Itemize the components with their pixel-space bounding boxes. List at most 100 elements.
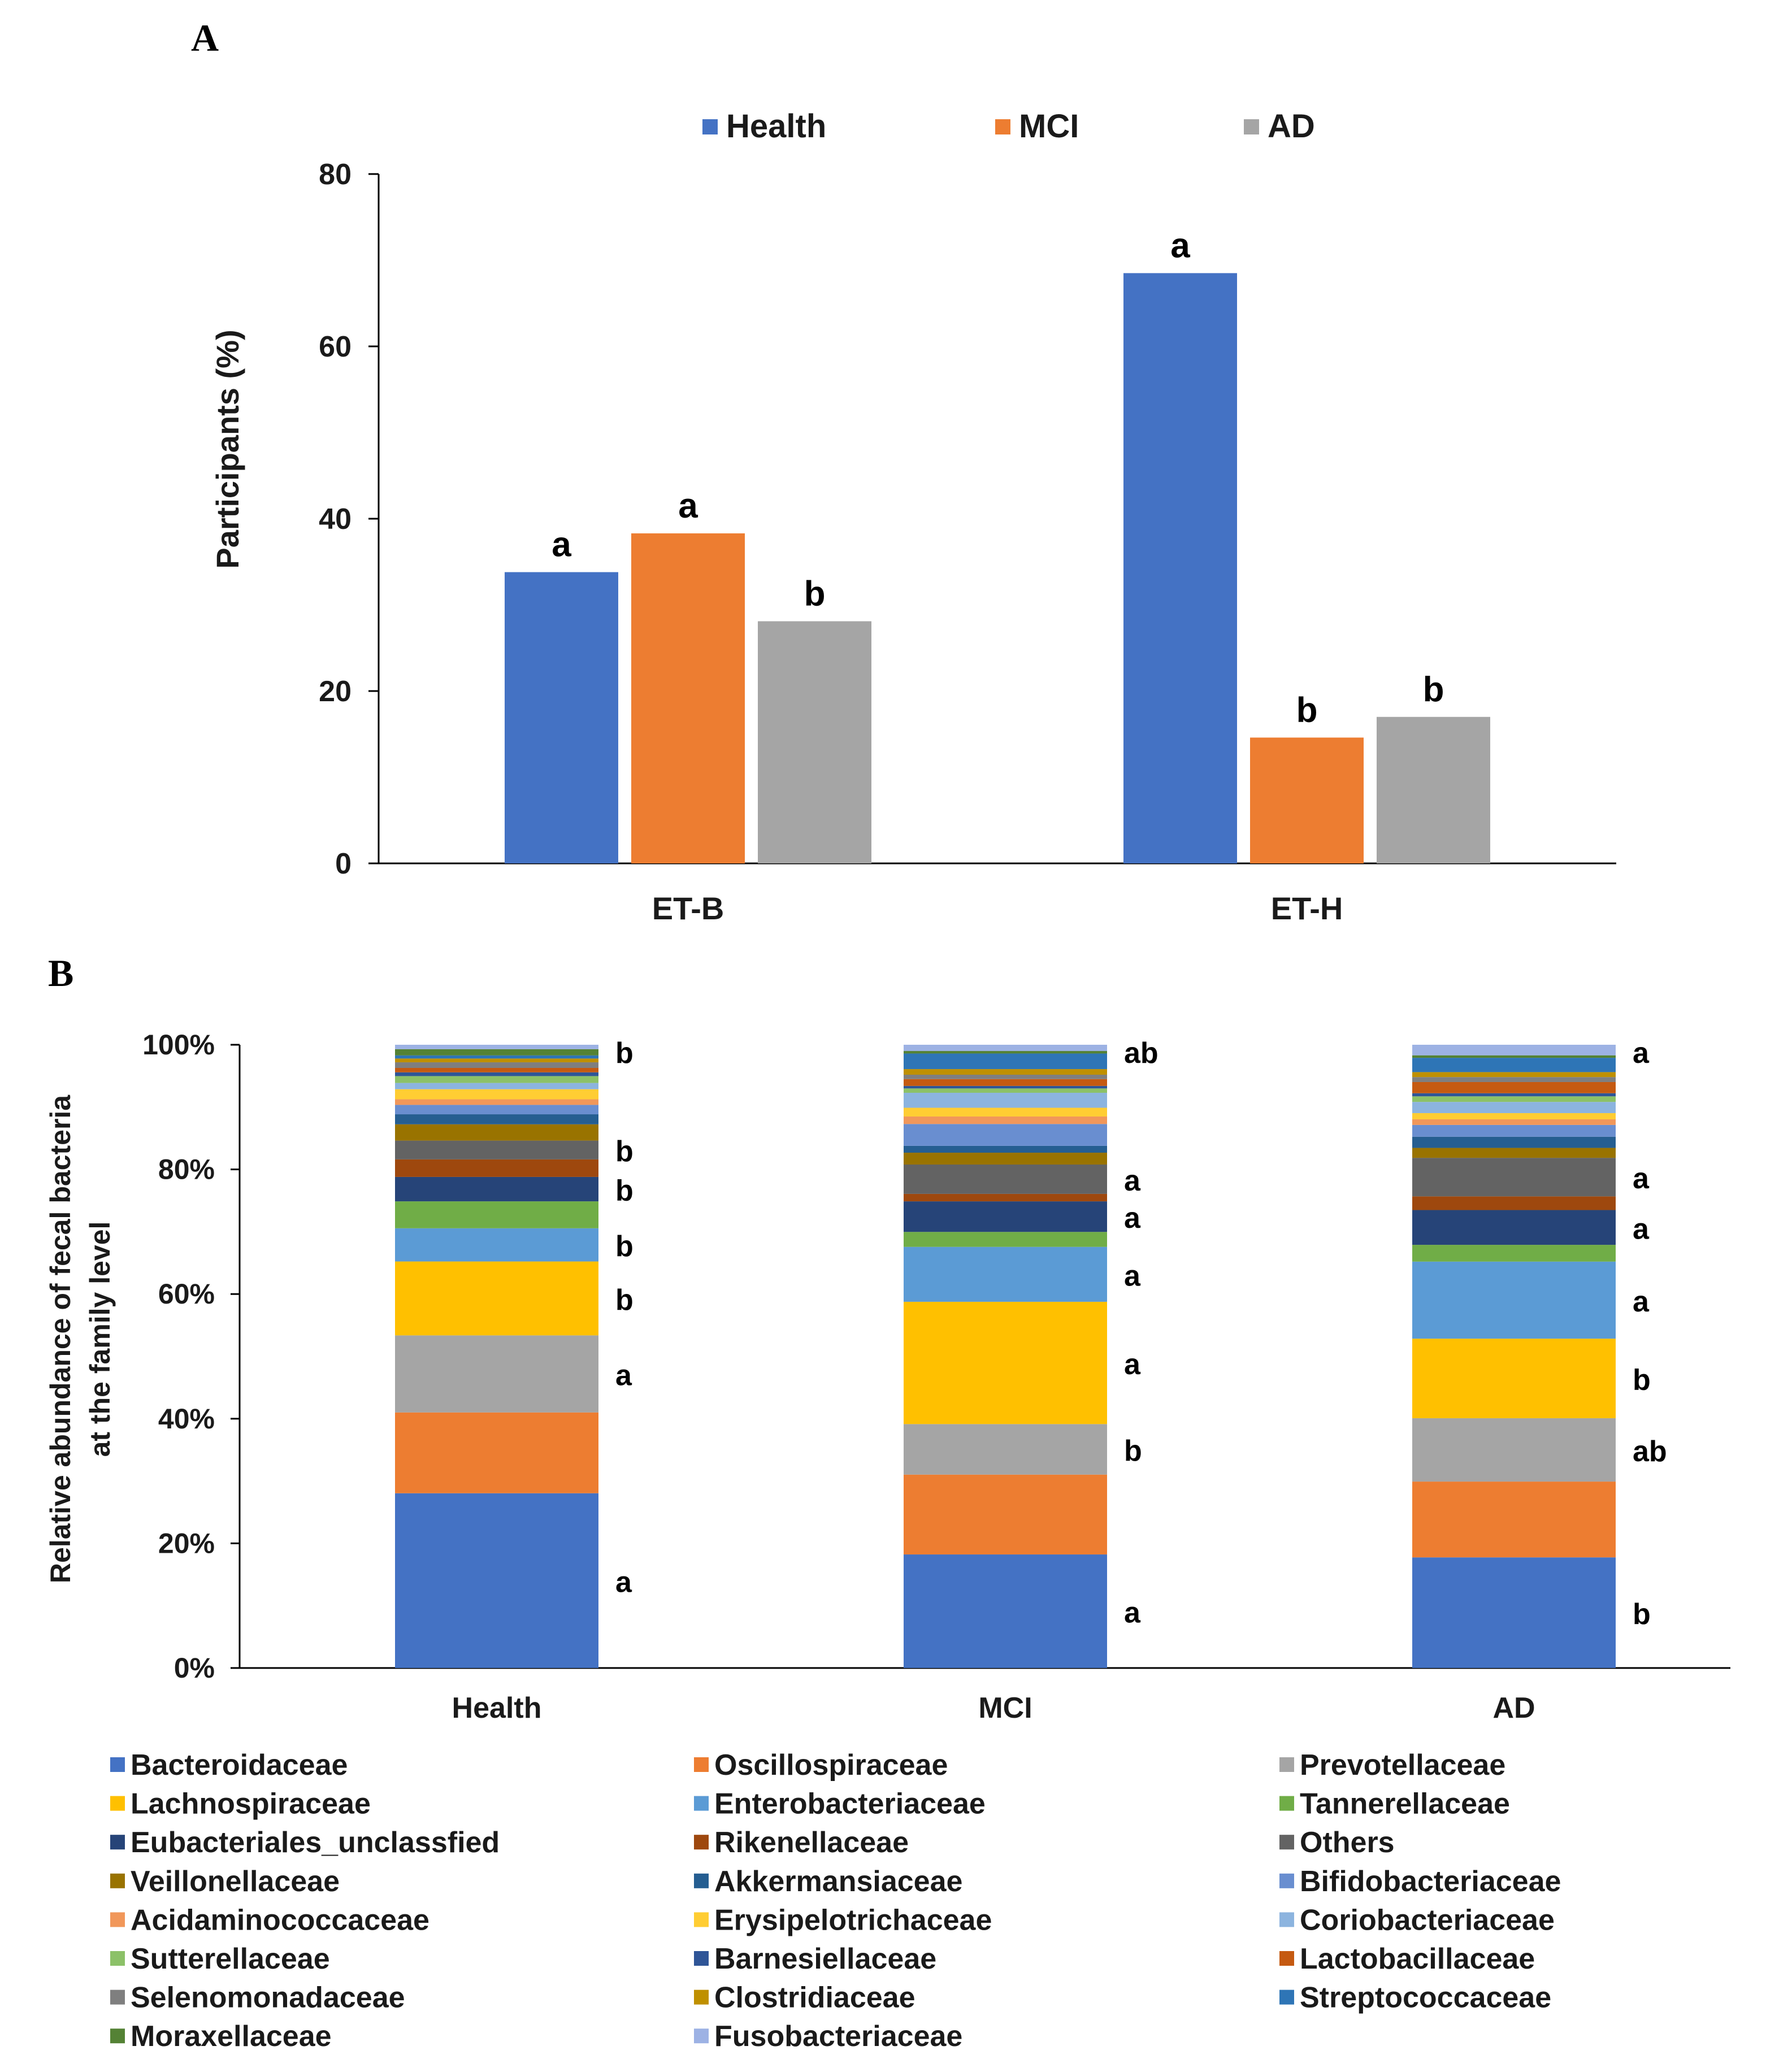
stack-segment-health-eubacteriales-unclassfied: [395, 1176, 598, 1202]
participants-bar-chart: Health MCI AD 0 20 40 60 80 Participants (%) a a b E…: [210, 108, 1616, 926]
legend-label-acidaminococcaceae: Acidaminococcaceae: [131, 1904, 429, 1936]
legend-swatch-rikenellaceae: [694, 1835, 709, 1850]
legend-label-sutterellaceae: Sutterellaceae: [131, 1943, 330, 1975]
stack-segment-ad-eubacteriales-unclassfied: [1412, 1210, 1616, 1245]
stack-segment-ad-enterobacteriaceae: [1412, 1261, 1616, 1339]
bar-et-b-health: [505, 572, 618, 863]
legend-swatch-sutterellaceae: [110, 1951, 125, 1966]
legend-swatch-mci: [995, 119, 1010, 134]
significance-label: a: [1124, 1597, 1141, 1630]
stack-segment-mci-rikenellaceae: [904, 1193, 1107, 1202]
stack-segment-ad-selenomonadaceae: [1412, 1077, 1616, 1082]
y-axis-title-line-1: Relative abundance of fecal bacteria: [45, 1094, 76, 1583]
stack-segment-ad-rikenellaceae: [1412, 1196, 1616, 1210]
y-tick-label: 20: [319, 675, 352, 708]
stack-segment-health-others: [395, 1140, 598, 1159]
significance-label: b: [615, 1135, 634, 1168]
stack-segment-health-clostridiaceae: [395, 1058, 598, 1063]
y-tick-label: 100%: [142, 1029, 215, 1061]
bar-et-h-ad: [1377, 716, 1490, 863]
stack-segment-ad-lactobacillaceae: [1412, 1081, 1616, 1093]
legend-swatch-bifidobacteriaceae: [1279, 1873, 1294, 1888]
stack-segment-ad-tannerellaceae: [1412, 1245, 1616, 1262]
panel-a-label: A: [191, 16, 219, 59]
stack-segment-mci-oscillospiraceae: [904, 1474, 1107, 1555]
legend-swatch-acidaminococcaceae: [110, 1912, 125, 1927]
stack-segment-mci-moraxellaceae: [904, 1051, 1107, 1054]
stack-segment-ad-sutterellaceae: [1412, 1096, 1616, 1102]
y-tick-label: 40%: [158, 1403, 215, 1435]
legend-swatch-enterobacteriaceae: [694, 1796, 709, 1811]
fecal-bacteria-stacked-chart: 0% 20% 40% 60% 80% 100% Relative abundance of …: [45, 1029, 1730, 2053]
stack-segment-ad-akkermansiaceae: [1412, 1136, 1616, 1148]
stack-segment-health-coriobacteriaceae: [395, 1083, 598, 1089]
stack-segment-mci-eubacteriales-unclassfied: [904, 1201, 1107, 1232]
stack-segment-health-bacteroidaceae: [395, 1493, 598, 1668]
legend-label-selenomonadaceae: Selenomonadaceae: [131, 1982, 405, 2014]
legend-swatch-tannerellaceae: [1279, 1796, 1294, 1811]
legend-label-streptococcaceae: Streptococcaceae: [1300, 1982, 1551, 2014]
legend-label-erysipelotrichaceae: Erysipelotrichaceae: [714, 1904, 992, 1936]
legend-swatch-lactobacillaceae: [1279, 1951, 1294, 1966]
stack-segment-ad-oscillospiraceae: [1412, 1482, 1616, 1558]
significance-label: b: [1633, 1598, 1651, 1631]
x-tick-label-ad: AD: [1492, 1692, 1535, 1724]
stack-segment-health-barnesiellaceae: [395, 1072, 598, 1076]
stack-segment-mci-sutterellaceae: [904, 1088, 1107, 1093]
significance-label: a: [615, 1566, 632, 1598]
stack-segment-mci-barnesiellaceae: [904, 1085, 1107, 1089]
legend-swatch-lachnospiraceae: [110, 1796, 125, 1811]
legend-label-moraxellaceae: Moraxellaceae: [131, 2020, 332, 2053]
stack-segment-mci-erysipelotrichaceae: [904, 1107, 1107, 1117]
legend-swatch-health: [702, 119, 718, 134]
stack-segment-health-akkermansiaceae: [395, 1114, 598, 1124]
legend-label-coriobacteriaceae: Coriobacteriaceae: [1300, 1904, 1555, 1936]
legend-swatch-selenomonadaceae: [110, 1990, 125, 2005]
bar-et-h-mci: [1250, 737, 1364, 863]
legend-label-ad: AD: [1268, 108, 1315, 145]
stack-segment-health-erysipelotrichaceae: [395, 1089, 598, 1100]
y-axis-title-line-2: at the family level: [84, 1222, 116, 1457]
significance-label: a: [1633, 1162, 1650, 1195]
y-tick-label: 60%: [158, 1278, 215, 1310]
y-tick-label: 20%: [158, 1527, 215, 1559]
legend-swatch-veillonellaceae: [110, 1873, 125, 1888]
stack-segment-health-tannerellaceae: [395, 1201, 598, 1228]
stack-segment-health-veillonellaceae: [395, 1124, 598, 1141]
stack-segment-ad-bacteroidaceae: [1412, 1557, 1616, 1668]
legend-label-clostridiaceae: Clostridiaceae: [714, 1982, 915, 2014]
y-tick-label: 0: [335, 848, 352, 880]
y-tick-label: 80: [319, 158, 352, 191]
significance-label: b: [615, 1037, 634, 1070]
significance-label: a: [1633, 1213, 1650, 1245]
significance-label: b: [615, 1175, 634, 1207]
legend-label-eubacteriales-unclassfied: Eubacteriales_unclassfied: [131, 1826, 500, 1859]
stack-segment-ad-veillonellaceae: [1412, 1148, 1616, 1158]
stack-segment-ad-barnesiellaceae: [1412, 1093, 1616, 1097]
stack-segment-ad-acidaminococcaceae: [1412, 1119, 1616, 1125]
x-tick-label-et-b: ET-B: [652, 891, 724, 926]
stack-segment-health-acidaminococcaceae: [395, 1099, 598, 1105]
legend-label-bacteroidaceae: Bacteroidaceae: [131, 1749, 348, 1782]
legend-swatch-bacteroidaceae: [110, 1757, 125, 1772]
stack-segment-ad-streptococcaceae: [1412, 1058, 1616, 1072]
legend-label-tannerellaceae: Tannerellaceae: [1300, 1788, 1510, 1821]
stack-segment-health-enterobacteriaceae: [395, 1228, 598, 1262]
significance-label: ab: [1124, 1037, 1158, 1070]
stack-segment-ad-clostridiaceae: [1412, 1072, 1616, 1078]
stack-segment-ad-bifidobacteriaceae: [1412, 1124, 1616, 1137]
stack-segment-ad-erysipelotrichaceae: [1412, 1113, 1616, 1119]
significance-label: a: [615, 1359, 632, 1392]
stack-segment-health-lactobacillaceae: [395, 1068, 598, 1072]
stack-segment-mci-enterobacteriaceae: [904, 1246, 1107, 1302]
significance-label: a: [1124, 1348, 1141, 1381]
legend-label-lactobacillaceae: Lactobacillaceae: [1300, 1943, 1535, 1975]
legend-swatch-others: [1279, 1835, 1294, 1850]
stack-segment-mci-prevotellaceae: [904, 1424, 1107, 1475]
legend-label-health: Health: [726, 108, 826, 145]
stack-segment-ad-fusobacteriaceae: [1412, 1045, 1616, 1055]
stack-segment-health-sutterellaceae: [395, 1076, 598, 1083]
x-tick-label-mci: MCI: [978, 1692, 1032, 1724]
legend-swatch-oscillospiraceae: [694, 1757, 709, 1772]
stack-segment-ad-lachnospiraceae: [1412, 1339, 1616, 1418]
